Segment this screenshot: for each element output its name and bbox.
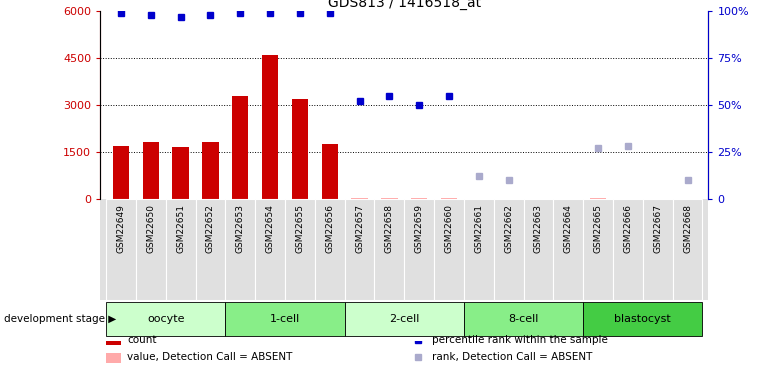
Bar — [172, 147, 189, 199]
Text: GSM22663: GSM22663 — [534, 204, 543, 253]
Bar — [643, 199, 673, 300]
Bar — [381, 198, 397, 199]
Bar — [106, 302, 226, 336]
Bar — [345, 199, 374, 300]
Bar — [494, 199, 524, 300]
Bar — [232, 96, 249, 199]
Bar — [374, 199, 404, 300]
Bar — [226, 199, 255, 300]
Bar — [440, 198, 457, 199]
Bar — [292, 99, 308, 199]
Text: GSM22656: GSM22656 — [325, 204, 334, 253]
Text: GSM22668: GSM22668 — [683, 204, 692, 253]
Text: GSM22651: GSM22651 — [176, 204, 185, 253]
Bar — [322, 144, 338, 199]
Text: count: count — [128, 334, 157, 345]
Text: development stage ▶: development stage ▶ — [4, 314, 116, 324]
Bar — [106, 199, 136, 300]
Text: percentile rank within the sample: percentile rank within the sample — [432, 334, 608, 345]
Text: value, Detection Call = ABSENT: value, Detection Call = ABSENT — [128, 352, 293, 362]
Bar — [166, 199, 196, 300]
Bar — [434, 199, 464, 300]
Bar — [285, 199, 315, 300]
Text: GSM22659: GSM22659 — [415, 204, 424, 253]
Bar — [411, 198, 427, 199]
Title: GDS813 / 1416518_at: GDS813 / 1416518_at — [328, 0, 480, 10]
Text: 2-cell: 2-cell — [389, 314, 420, 324]
Bar — [554, 199, 583, 300]
Text: GSM22649: GSM22649 — [116, 204, 126, 253]
Text: GSM22657: GSM22657 — [355, 204, 364, 253]
Text: rank, Detection Call = ABSENT: rank, Detection Call = ABSENT — [432, 352, 592, 362]
Bar — [351, 198, 368, 199]
Text: 8-cell: 8-cell — [508, 314, 539, 324]
Bar — [673, 199, 702, 300]
Bar — [142, 142, 159, 199]
Bar — [106, 336, 122, 345]
Bar — [583, 302, 702, 336]
Bar — [464, 302, 583, 336]
Text: oocyte: oocyte — [147, 314, 185, 324]
Bar — [404, 199, 434, 300]
Bar — [262, 55, 278, 199]
Text: 1-cell: 1-cell — [270, 314, 300, 324]
Bar — [613, 199, 643, 300]
Bar — [315, 199, 345, 300]
Text: blastocyst: blastocyst — [614, 314, 671, 324]
Text: GSM22666: GSM22666 — [624, 204, 632, 253]
Bar — [203, 142, 219, 199]
Text: GSM22660: GSM22660 — [444, 204, 454, 253]
Text: GSM22661: GSM22661 — [474, 204, 484, 253]
Bar — [136, 199, 166, 300]
Bar — [226, 302, 345, 336]
Bar — [196, 199, 226, 300]
Bar — [590, 198, 606, 199]
Text: GSM22664: GSM22664 — [564, 204, 573, 253]
Text: GSM22667: GSM22667 — [653, 204, 662, 253]
Text: GSM22654: GSM22654 — [266, 204, 275, 253]
Bar — [106, 353, 122, 363]
Bar — [345, 302, 464, 336]
Text: GSM22650: GSM22650 — [146, 204, 156, 253]
Bar — [112, 146, 129, 199]
Bar — [255, 199, 285, 300]
Bar — [524, 199, 554, 300]
Text: GSM22655: GSM22655 — [296, 204, 304, 253]
Bar — [464, 199, 494, 300]
Text: GSM22665: GSM22665 — [594, 204, 603, 253]
Text: GSM22658: GSM22658 — [385, 204, 393, 253]
Text: GSM22652: GSM22652 — [206, 204, 215, 253]
Text: GSM22662: GSM22662 — [504, 204, 513, 253]
Text: GSM22653: GSM22653 — [236, 204, 245, 253]
Bar — [583, 199, 613, 300]
